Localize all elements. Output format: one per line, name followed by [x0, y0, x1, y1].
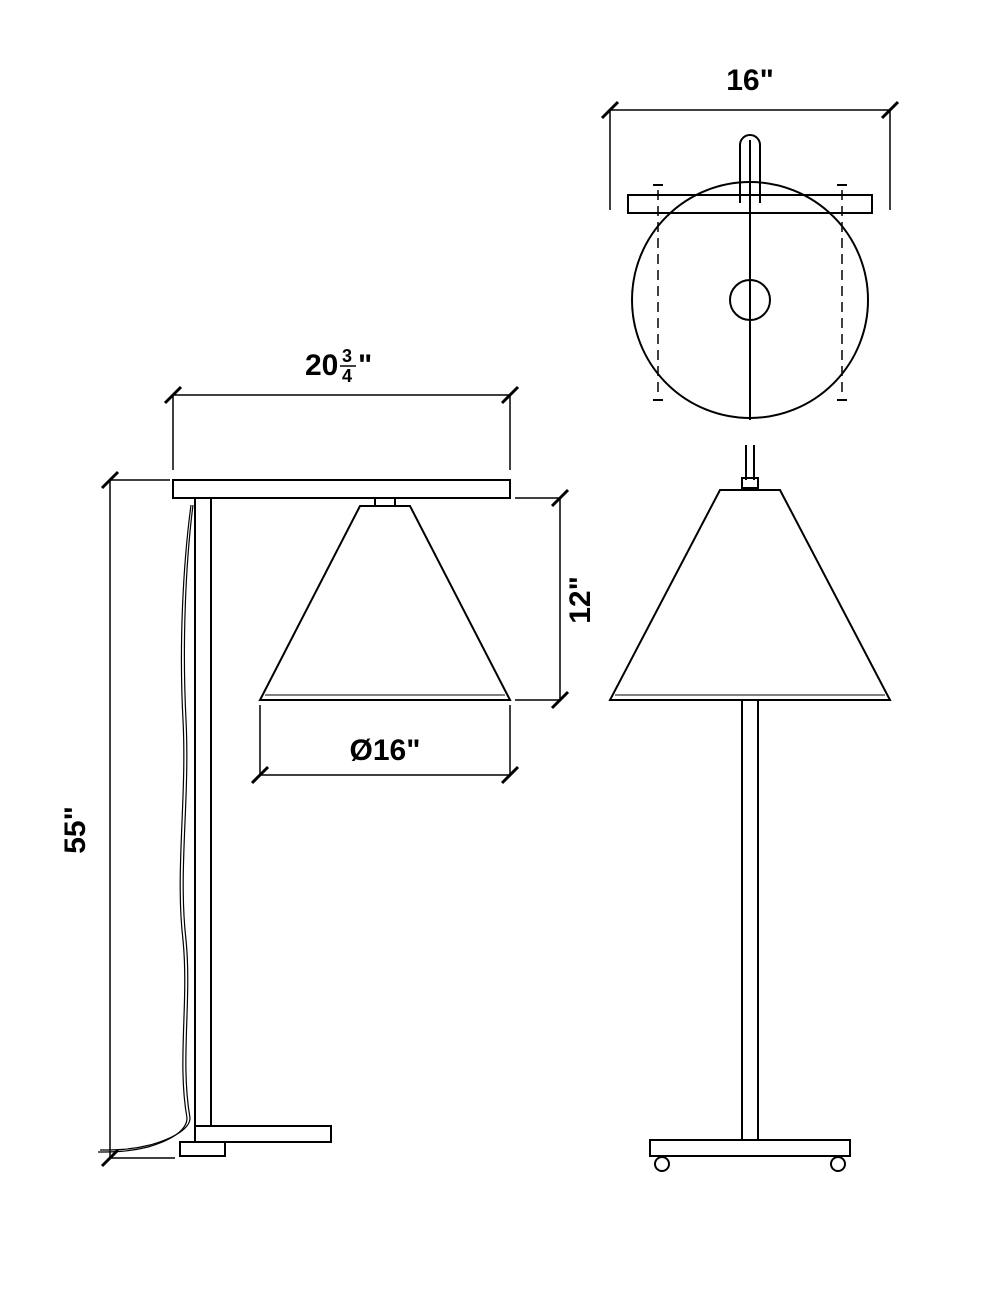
dim-shade-diam-label: Ø16" — [350, 734, 421, 767]
front-foot-right — [831, 1157, 845, 1171]
dim-total-height: 55" — [59, 472, 175, 1166]
top-plan-view: 16" — [602, 64, 898, 420]
side-foot-plate — [180, 1142, 225, 1156]
dim-arm-den: 4 — [342, 366, 352, 386]
side-cord — [100, 505, 193, 1150]
side-cord-2 — [98, 505, 191, 1152]
technical-drawing: 16" — [0, 0, 1000, 1300]
side-base-bar — [195, 1126, 331, 1142]
dim-arm-whole: 20 — [305, 349, 338, 382]
dim-shade-diam: Ø16" — [252, 705, 518, 783]
side-post — [195, 498, 211, 1126]
front-pole — [742, 700, 758, 1140]
dim-top-width-label: 16" — [726, 64, 774, 97]
dim-shade-height-label: 12" — [564, 576, 597, 624]
dim-shade-height: 12" — [515, 490, 597, 708]
svg-text:20: 20 — [305, 349, 338, 382]
side-shade — [260, 506, 510, 700]
svg-text:4: 4 — [342, 366, 352, 386]
front-foot-left — [655, 1157, 669, 1171]
dim-arm-num: 3 — [342, 346, 352, 366]
side-elevation: 20 3 4 " — [59, 346, 597, 1166]
front-shade — [610, 490, 890, 700]
front-base-bar — [650, 1140, 850, 1156]
side-arm — [173, 480, 510, 498]
front-elevation — [610, 445, 890, 1171]
dim-total-height-label: 55" — [59, 806, 92, 854]
svg-text:3: 3 — [342, 346, 352, 366]
dim-arm-suffix: " — [358, 349, 372, 382]
dim-arm-length: 20 3 4 " — [165, 346, 518, 470]
side-fitting — [375, 498, 395, 506]
